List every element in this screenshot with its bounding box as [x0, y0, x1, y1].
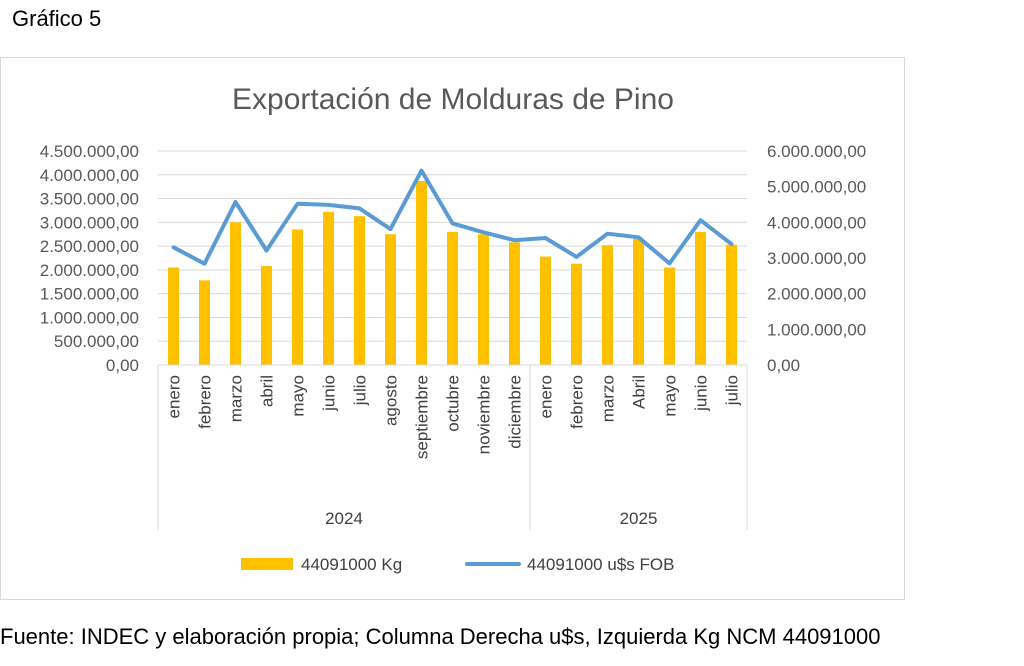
left-tick-label: 1.500.000,00	[40, 285, 139, 304]
bar	[354, 216, 365, 365]
right-tick-label: 2.000.000,00	[767, 285, 866, 304]
chart-frame: Exportación de Molduras de Pino 0,00 500.…	[0, 57, 905, 600]
category-label: septiembre	[413, 375, 432, 459]
bar	[478, 234, 489, 365]
category-label: mayo	[289, 375, 308, 417]
right-tick-label: 3.000.000,00	[767, 249, 866, 268]
left-tick-label: 4.500.000,00	[40, 142, 139, 161]
left-tick-label: 3.500.000,00	[40, 190, 139, 209]
category-label: julio	[723, 375, 742, 406]
bar	[416, 180, 427, 365]
bar	[447, 231, 458, 365]
category-label: febrero	[568, 375, 587, 429]
left-tick-label: 0,00	[106, 356, 139, 375]
source-note: Fuente: INDEC y elaboración propia; Colu…	[0, 624, 881, 649]
bar	[633, 238, 644, 365]
right-axis-ticks: 0,00 1.000.000,00 2.000.000,00 3.000.000,00…	[767, 142, 866, 375]
chart-svg: Exportación de Molduras de Pino 0,00 500.…	[40, 83, 867, 574]
left-tick-label: 2.500.000,00	[40, 237, 139, 256]
bar	[168, 267, 179, 365]
right-tick-label: 4.000.000,00	[767, 213, 866, 232]
bar	[323, 211, 334, 365]
left-tick-label: 4.000.000,00	[40, 166, 139, 185]
right-tick-label: 0,00	[767, 356, 800, 375]
year-label: 2024	[325, 509, 363, 528]
bar	[664, 267, 675, 365]
legend-label: 44091000 Kg	[301, 555, 402, 574]
category-label: agosto	[382, 375, 401, 426]
category-label: junio	[692, 375, 711, 412]
category-label: marzo	[227, 375, 246, 422]
left-tick-label: 500.000,00	[54, 332, 139, 351]
bar	[261, 266, 272, 365]
category-label: enero	[537, 375, 556, 418]
bar	[509, 242, 520, 365]
category-label: junio	[320, 375, 339, 412]
bar	[602, 245, 613, 365]
bar	[292, 229, 303, 365]
category-label: diciembre	[506, 375, 525, 449]
category-label: julio	[351, 375, 370, 406]
right-tick-label: 1.000.000,00	[767, 320, 866, 339]
legend-label: 44091000 u$s FOB	[527, 555, 674, 574]
bar	[726, 244, 737, 365]
figure-label: Gráfico 5	[12, 6, 102, 31]
category-label: octubre	[444, 375, 463, 432]
left-tick-label: 2.000.000,00	[40, 261, 139, 280]
left-axis-ticks: 0,00 500.000,00 1.000.000,00 1.500.000,00 2.…	[40, 142, 139, 375]
year-group-labels: 2024 2025	[325, 509, 657, 528]
category-label: Abril	[630, 375, 649, 409]
bar	[199, 280, 210, 365]
category-label: enero	[165, 375, 184, 418]
category-label: febrero	[196, 375, 215, 429]
category-labels: enero febrero marzo abril mayo junio julio agos…	[165, 375, 742, 459]
left-tick-label: 1.000.000,00	[40, 308, 139, 327]
year-label: 2025	[620, 509, 658, 528]
bar-series	[168, 180, 737, 365]
left-tick-label: 3.000.000,00	[40, 213, 139, 232]
category-label: marzo	[599, 375, 618, 422]
chart-title: Exportación de Molduras de Pino	[232, 83, 674, 116]
category-label: abril	[258, 375, 277, 407]
category-label: mayo	[661, 375, 680, 417]
bar	[385, 234, 396, 365]
series-line	[171, 168, 734, 266]
category-label: noviembre	[475, 375, 494, 454]
right-tick-label: 5.000.000,00	[767, 178, 866, 197]
legend-bar-swatch	[241, 558, 293, 570]
right-tick-label: 6.000.000,00	[767, 142, 866, 161]
legend: 44091000 Kg 44091000 u$s FOB	[241, 555, 674, 574]
bar	[230, 222, 241, 365]
axes	[157, 364, 748, 530]
line-series	[171, 168, 734, 266]
bar	[695, 231, 706, 365]
bar	[571, 263, 582, 365]
bar	[540, 256, 551, 365]
